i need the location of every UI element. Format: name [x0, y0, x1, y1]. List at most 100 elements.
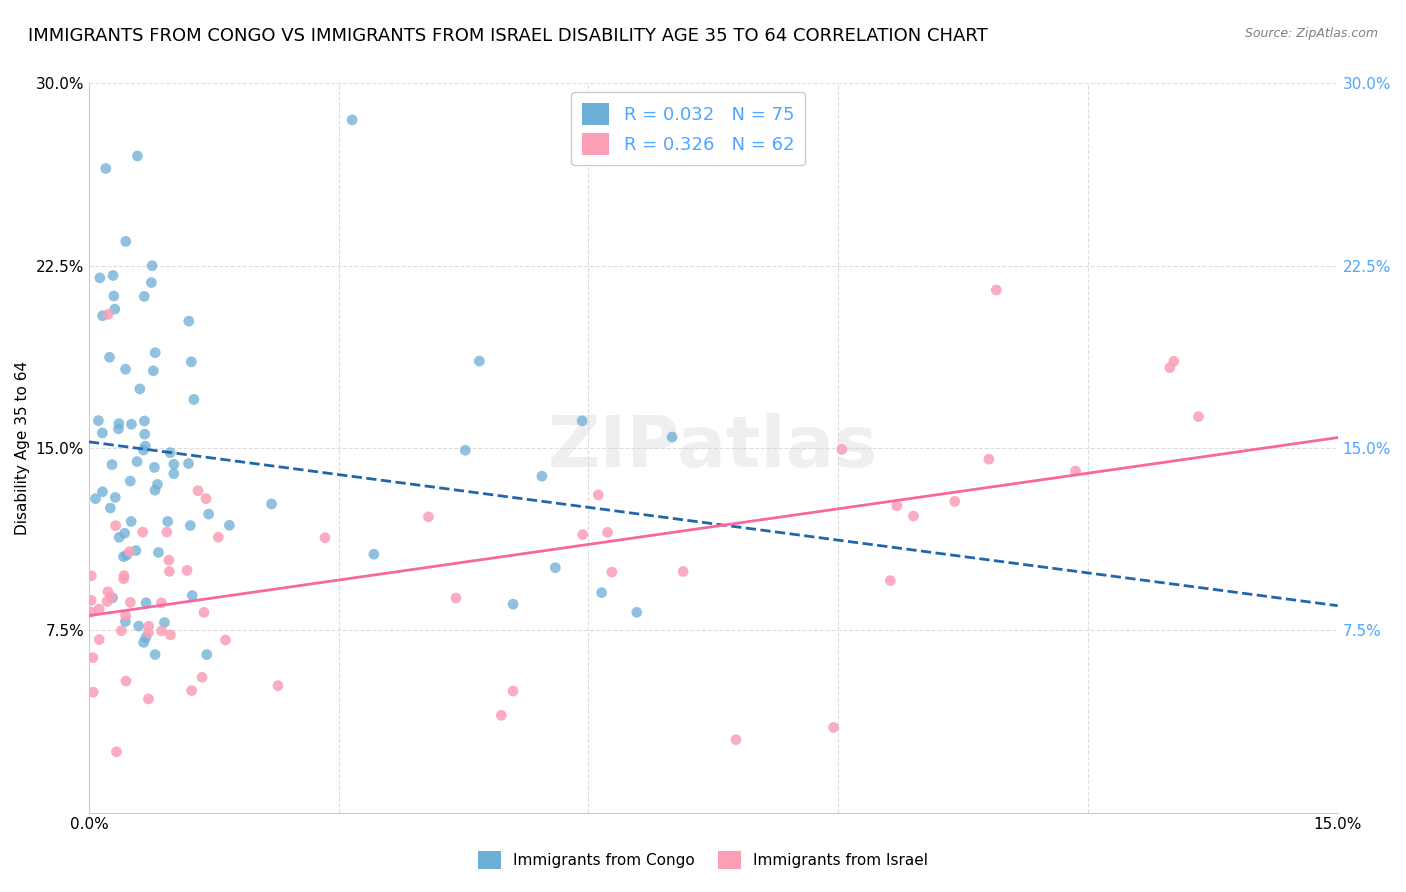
Point [823, 721, 845, 735]
Point [183, 392, 205, 407]
Point [156, 515, 179, 529]
Point [94, 161, 117, 176]
Text: IMMIGRANTS FROM CONGO VS IMMIGRANTS FROM ISRAEL DISABILITY AGE 35 TO 64 CORRELAT: IMMIGRANTS FROM CONGO VS IMMIGRANTS FROM… [28, 27, 988, 45]
Point [97, 307, 120, 321]
Point [418, 509, 440, 524]
Point [118, 545, 141, 559]
Point [260, 497, 283, 511]
Point [114, 608, 136, 623]
Point [82, 650, 104, 665]
Point [80, 569, 103, 583]
Point [530, 469, 553, 483]
Point [112, 572, 135, 586]
Point [1163, 354, 1185, 368]
Point [143, 648, 166, 662]
Point [181, 589, 204, 603]
Point [142, 364, 165, 378]
Point [544, 560, 567, 574]
Point [143, 460, 166, 475]
Point [104, 491, 127, 505]
Point [125, 543, 148, 558]
Point [571, 527, 593, 541]
Point [91, 425, 114, 440]
Point [596, 525, 619, 540]
Point [115, 674, 138, 689]
Point [89, 602, 111, 616]
Point [146, 477, 169, 491]
Point [82, 685, 104, 699]
Point [177, 314, 200, 328]
Point [141, 276, 163, 290]
Point [135, 631, 157, 645]
Point [571, 414, 593, 428]
Point [502, 684, 524, 698]
Point [214, 633, 236, 648]
Point [626, 605, 648, 619]
Text: ZIPatlas: ZIPatlas [548, 414, 879, 483]
Point [114, 362, 136, 376]
Point [107, 422, 129, 436]
Point [104, 302, 127, 317]
Point [1187, 409, 1209, 424]
Point [363, 547, 385, 561]
Legend: R = 0.032   N = 75, R = 0.326   N = 62: R = 0.032 N = 75, R = 0.326 N = 62 [571, 93, 806, 165]
Point [468, 354, 491, 368]
Point [108, 530, 131, 544]
Point [91, 484, 114, 499]
Point [96, 594, 118, 608]
Point [132, 525, 155, 540]
Point [138, 625, 160, 640]
Point [114, 235, 136, 249]
Point [886, 499, 908, 513]
Point [195, 648, 218, 662]
Point [444, 591, 467, 605]
Point [1159, 360, 1181, 375]
Point [180, 355, 202, 369]
Point [191, 670, 214, 684]
Point [977, 452, 1000, 467]
Point [98, 501, 121, 516]
Point [141, 259, 163, 273]
Point [132, 443, 155, 458]
Point [163, 457, 186, 471]
Point [138, 619, 160, 633]
Point [101, 268, 124, 283]
Point [194, 491, 217, 506]
Point [115, 548, 138, 562]
Point [150, 596, 173, 610]
Point [193, 606, 215, 620]
Point [588, 488, 610, 502]
Point [120, 474, 142, 488]
Text: Source: ZipAtlas.com: Source: ZipAtlas.com [1244, 27, 1378, 40]
Point [903, 509, 925, 524]
Point [986, 283, 1008, 297]
Point [80, 593, 103, 607]
Point [100, 590, 122, 604]
Point [120, 595, 142, 609]
Point [159, 628, 181, 642]
Point [127, 149, 149, 163]
Point [177, 457, 200, 471]
Point [143, 345, 166, 359]
Point [128, 382, 150, 396]
Point [454, 443, 477, 458]
Point [157, 565, 180, 579]
Point [132, 635, 155, 649]
Point [104, 518, 127, 533]
Point [661, 430, 683, 444]
Point [134, 439, 156, 453]
Point [112, 549, 135, 564]
Point [502, 597, 524, 611]
Point [187, 483, 209, 498]
Point [591, 585, 613, 599]
Point [197, 507, 219, 521]
Point [143, 483, 166, 498]
Point [98, 350, 121, 364]
Point [108, 417, 131, 431]
Point [491, 708, 513, 723]
Point [84, 491, 107, 506]
Point [114, 526, 136, 541]
Point [340, 112, 363, 127]
Point [148, 545, 170, 559]
Legend: Immigrants from Congo, Immigrants from Israel: Immigrants from Congo, Immigrants from I… [472, 845, 934, 875]
